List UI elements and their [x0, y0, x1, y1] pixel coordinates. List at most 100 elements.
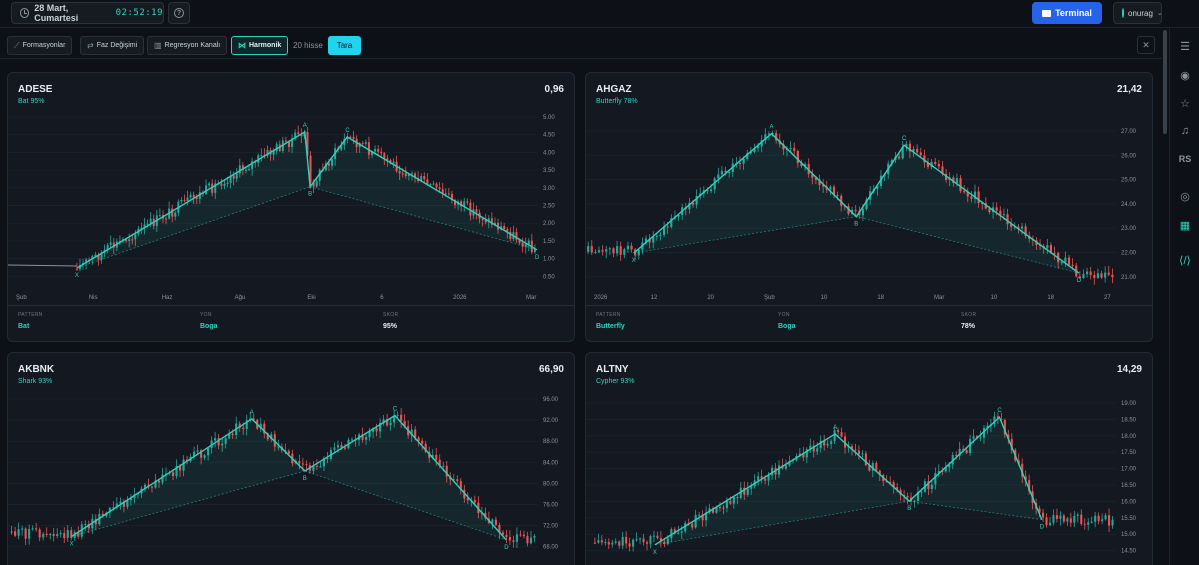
- candle-up: [251, 161, 254, 170]
- candle-down: [889, 481, 892, 483]
- bell-icon[interactable]: ♫: [1180, 125, 1190, 137]
- candle-up: [973, 191, 977, 199]
- candle-down: [857, 450, 860, 455]
- candle-down: [897, 156, 901, 159]
- candle-up: [407, 174, 410, 177]
- candle-down: [999, 210, 1002, 216]
- rs-icon[interactable]: RS: [1178, 154, 1192, 164]
- y-tick-label: 18.00: [1121, 434, 1137, 440]
- candle-up: [228, 433, 231, 439]
- candle-down: [691, 202, 695, 205]
- grid-icon[interactable]: ▦: [1179, 220, 1191, 232]
- pattern-fill-bcd: [304, 415, 507, 540]
- candle-down: [738, 162, 742, 164]
- candle-down: [868, 465, 871, 471]
- candle-down: [722, 507, 725, 509]
- pivot-label-d: D: [1040, 525, 1045, 531]
- candle-down: [724, 170, 727, 173]
- candlestick-chart[interactable]: 5.00 4.50 4.00 3.50 3.00 2.50 2.00 1.50 1.00 0.50…: [8, 113, 575, 309]
- pattern-card-ahgaz[interactable]: AHGAZ Butterfly 78% 21,42 27.00 26.00 25.0…: [585, 72, 1153, 342]
- candle-up: [713, 178, 716, 190]
- candle-down: [340, 445, 343, 448]
- candle-up: [214, 438, 217, 441]
- stock-count: 20 hisse: [293, 41, 323, 50]
- candle-up: [59, 533, 62, 535]
- candle-down: [414, 429, 417, 438]
- radar-icon[interactable]: ◎: [1180, 191, 1190, 203]
- star-icon[interactable]: ☆: [1180, 98, 1190, 110]
- menu-icon[interactable]: ☰: [1180, 41, 1190, 53]
- candle-down: [165, 218, 168, 220]
- close-button[interactable]: ✕: [1137, 36, 1155, 54]
- candle-up: [85, 259, 88, 263]
- candle-down: [988, 208, 991, 213]
- pattern-diag-bd: [310, 186, 538, 251]
- candle-down: [916, 148, 919, 153]
- candle-down: [232, 175, 235, 179]
- y-tick-label: 80.00: [543, 481, 559, 487]
- candle-up: [143, 484, 147, 489]
- candle-up: [198, 192, 201, 199]
- candle-down: [35, 528, 38, 530]
- score-label: SKOR: [383, 312, 399, 318]
- user-menu[interactable]: onurag ⌄: [1113, 2, 1163, 24]
- broadcast-icon[interactable]: ◉: [1180, 70, 1190, 82]
- candle-up: [533, 535, 536, 538]
- candle-up: [666, 538, 669, 545]
- candle-up: [930, 161, 933, 167]
- candlestick-chart[interactable]: 96.00 92.00 88.00 84.00 80.00 76.00 72.00 68.00…: [8, 393, 575, 565]
- card-footer: PATTERN Bat YON Boga SKOR 95%: [8, 305, 574, 341]
- candle-down: [847, 206, 850, 214]
- y-tick-label: 2.50: [543, 204, 555, 210]
- candle-down: [1038, 508, 1041, 513]
- pattern-label: PATTERN: [18, 312, 43, 318]
- terminal-button[interactable]: Terminal: [1032, 2, 1102, 24]
- candle-down: [200, 450, 203, 458]
- y-tick-label: 21.00: [1121, 275, 1137, 281]
- candlestick-chart[interactable]: 27.00 26.00 25.00 24.00 23.00 22.00 21.00 X A B C D…: [586, 113, 1153, 309]
- symbol: ALTNY: [596, 364, 629, 375]
- tab-regresyon-kanali[interactable]: ▥ Regresyon Kanalı: [147, 36, 228, 55]
- candle-up: [463, 201, 466, 207]
- y-tick-label: 72.00: [543, 524, 559, 530]
- scrollbar-thumb[interactable]: [1163, 30, 1167, 134]
- candle-down: [837, 430, 840, 433]
- price-value: 0,96: [544, 84, 564, 95]
- candle-up: [410, 429, 413, 436]
- tab-faz-degisimi[interactable]: ⇄ Faz Değişimi: [80, 36, 145, 55]
- y-tick-label: 1.50: [543, 239, 555, 245]
- code-icon[interactable]: ⟨/⟩: [1179, 255, 1191, 267]
- candle-up: [364, 437, 368, 440]
- candle-up: [934, 473, 937, 485]
- candle-up: [1085, 271, 1089, 275]
- candle-up: [336, 445, 340, 448]
- tab-formasyonlar[interactable]: ⟋ Formasyonlar: [7, 36, 73, 55]
- tab-harmonik[interactable]: ⋈ Harmonik: [231, 36, 289, 55]
- candle-down: [475, 209, 478, 213]
- candle-down: [490, 218, 493, 225]
- scan-button[interactable]: Tara: [328, 36, 361, 55]
- candle-down: [963, 191, 966, 193]
- bar-chart-icon: ▥: [154, 41, 162, 50]
- pattern-card-adese[interactable]: ADESE Bat 95% 0,96 5.00 4.50 4.00 3.50 3.00 2…: [7, 72, 575, 342]
- candle-down: [802, 453, 805, 458]
- pattern-card-altny[interactable]: ALTNY Cypher 93% 14,29 19.00 18.50 18.00 17…: [585, 352, 1153, 565]
- y-tick-label: 92.00: [543, 418, 559, 424]
- candle-up: [1064, 257, 1067, 263]
- candle-down: [977, 191, 980, 203]
- candlestick-chart[interactable]: 19.00 18.50 18.00 17.50 17.00 16.50 16.00 15.50…: [586, 393, 1153, 565]
- y-tick-label: 3.50: [543, 168, 555, 174]
- candle-down: [361, 434, 364, 440]
- pattern-card-akbnk[interactable]: AKBNK Shark 93% 66,90 96.00 92.00 88.00 84.…: [7, 352, 575, 565]
- right-rail: ☰ ◉ ☆ ♫ RS ◎ ▦ ⟨/⟩: [1169, 28, 1199, 565]
- candle-up: [112, 507, 115, 509]
- candle-down: [1083, 523, 1086, 525]
- candle-up: [382, 419, 385, 423]
- candle-down: [718, 506, 722, 508]
- candle-down: [1071, 264, 1074, 266]
- help-button[interactable]: ?: [168, 2, 190, 24]
- candle-up: [746, 488, 749, 495]
- candle-up: [189, 194, 192, 198]
- candle-up: [119, 501, 122, 504]
- candle-up: [524, 244, 527, 247]
